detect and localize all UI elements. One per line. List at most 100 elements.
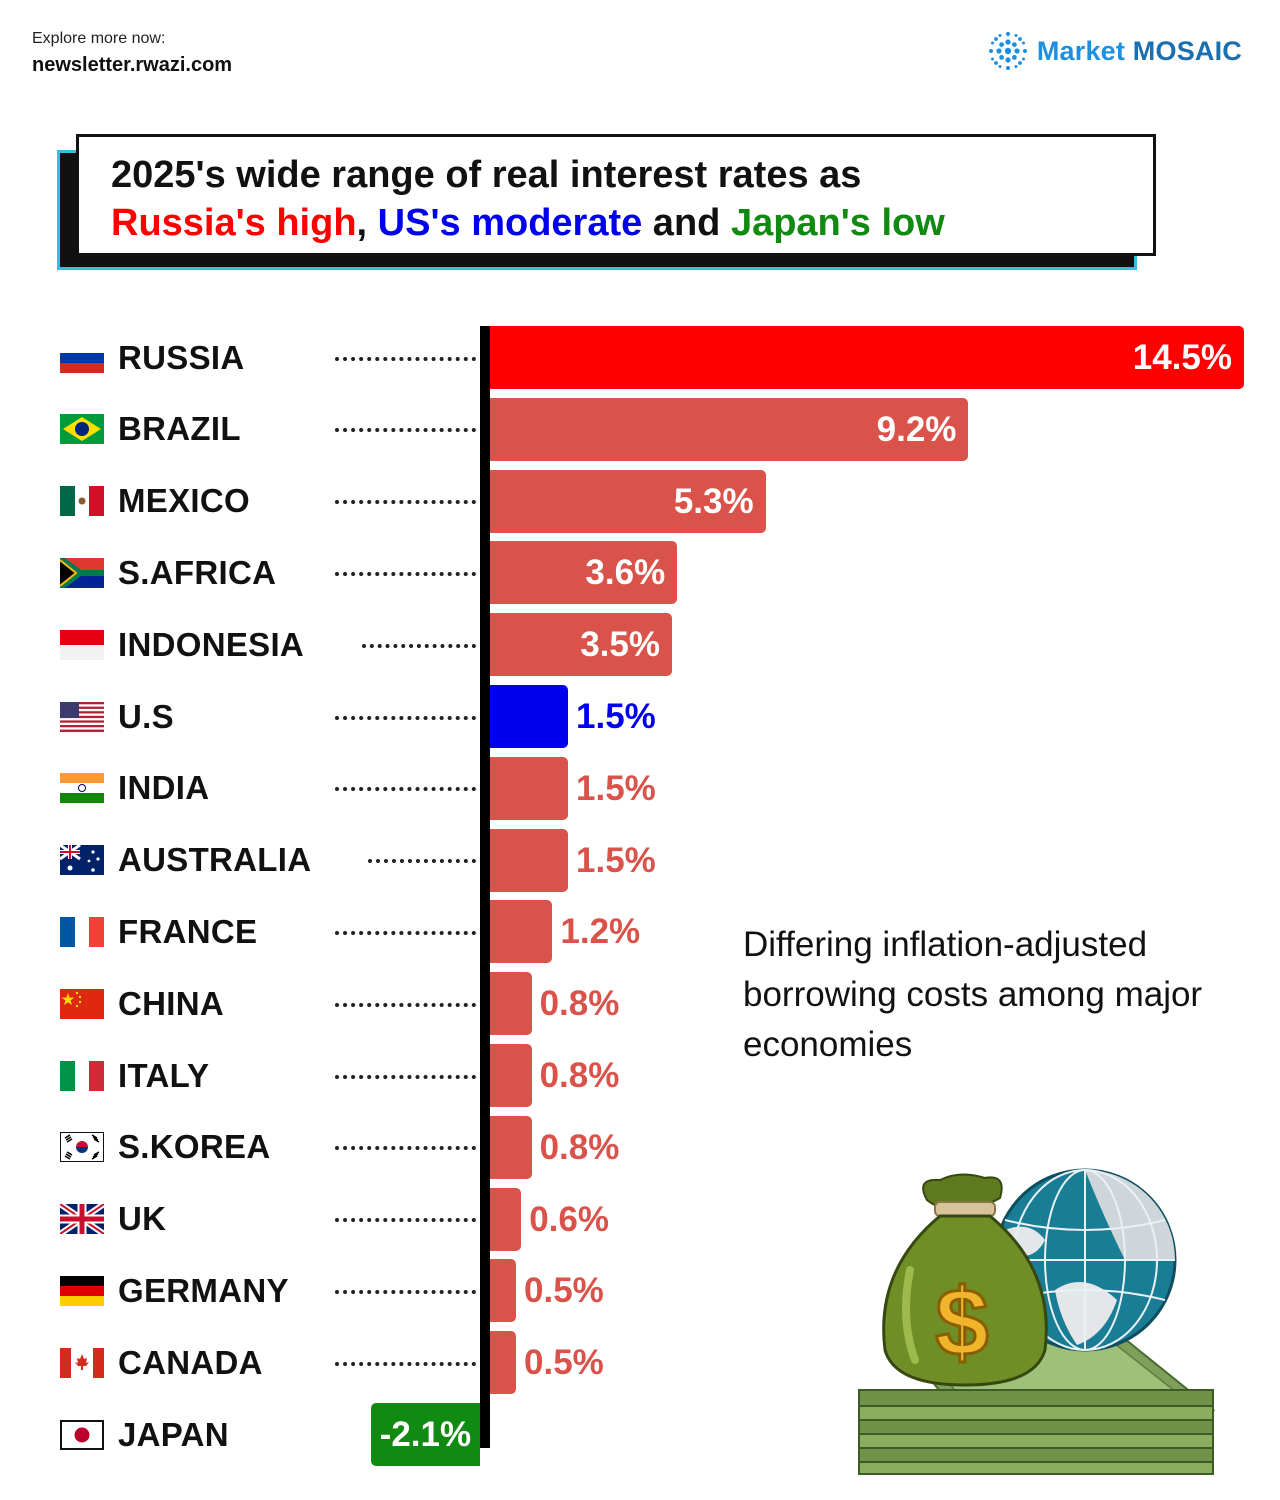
bar-safrica	[490, 541, 678, 605]
logo-text: Market MOSAIC	[1037, 36, 1242, 67]
value-label-mexico: 5.3%	[673, 481, 754, 521]
country-label-italy: ITALY	[118, 1056, 210, 1094]
logo-word-mosaic: MOSAIC	[1132, 35, 1242, 66]
us-flag-icon	[60, 701, 104, 732]
money-bag-icon: $	[882, 1173, 1048, 1387]
dotted-leader-china	[335, 1002, 476, 1007]
dotted-leader-uk	[335, 1218, 476, 1223]
market-mosaic-logo: Market MOSAIC	[987, 30, 1242, 72]
newsletter-link[interactable]: newsletter.rwazi.com	[32, 54, 233, 76]
country-label-uk: UK	[118, 1200, 167, 1238]
dotted-leader-us	[335, 715, 476, 720]
title-and: and	[642, 202, 731, 244]
value-label-china: 0.8%	[539, 984, 620, 1024]
side-note: Differing inflation-adjusted borrowing c…	[743, 925, 1203, 1064]
country-label-china: CHINA	[118, 984, 224, 1022]
dotted-leader-germany	[335, 1289, 476, 1294]
mexico-flag-icon	[60, 486, 104, 517]
bar-france	[490, 900, 553, 964]
bar-brazil	[490, 397, 969, 461]
value-label-us: 1.5%	[576, 697, 656, 736]
country-label-mexico: MEXICO	[118, 482, 250, 520]
zero-axis-line	[480, 326, 490, 1448]
bar-japan	[370, 1403, 480, 1466]
country-label-australia: AUSTRALIA	[118, 841, 312, 879]
dotted-leader-india	[335, 787, 476, 792]
country-label-safrica: S.AFRICA	[118, 553, 277, 591]
bar-uk	[490, 1187, 522, 1251]
value-label-uk: 0.6%	[529, 1199, 609, 1239]
dotted-leader-brazil	[335, 428, 476, 433]
country-label-france: FRANCE	[118, 912, 258, 950]
value-label-canada: 0.5%	[524, 1343, 604, 1383]
italy-flag-icon	[60, 1060, 104, 1091]
mosaic-dots-icon	[988, 32, 1027, 70]
bar-mexico	[490, 469, 766, 533]
svg-text:$: $	[935, 1269, 988, 1376]
newsletter-promo: Explore more now: newsletter.rwazi.com	[32, 30, 232, 77]
australia-flag-icon	[60, 845, 104, 876]
dotted-leader-australia	[368, 859, 476, 864]
value-label-brazil: 9.2%	[876, 409, 957, 449]
india-flag-icon	[60, 773, 104, 804]
country-label-skorea: S.KOREA	[118, 1128, 271, 1166]
bar-italy	[490, 1044, 532, 1107]
russia-flag-icon	[60, 342, 104, 373]
bar-russia	[490, 326, 1244, 389]
country-label-russia: RUSSIA	[118, 338, 245, 376]
dotted-leader-indonesia	[362, 643, 476, 648]
canada-flag-icon	[60, 1347, 104, 1378]
indonesia-flag-icon	[60, 629, 104, 660]
chart-title: 2025's wide range of real interest rates…	[76, 134, 1156, 256]
money-bag-globe-illustration: $	[858, 1168, 1215, 1475]
south-korea-flag-icon	[60, 1132, 104, 1163]
bar-australia	[490, 828, 568, 892]
dotted-leader-canada	[335, 1361, 476, 1366]
dotted-leader-skorea	[335, 1146, 476, 1151]
japan-flag-icon	[60, 1419, 104, 1450]
bar-indonesia	[490, 613, 672, 677]
country-label-indonesia: INDONESIA	[118, 625, 305, 663]
logo-word-market: Market	[1036, 35, 1126, 66]
title-line-1: 2025's wide range of real interest rates…	[111, 154, 862, 196]
value-label-india: 1.5%	[576, 768, 656, 808]
explore-text: Explore more now:	[32, 30, 166, 47]
value-label-indonesia: 3.5%	[580, 625, 660, 665]
france-flag-icon	[60, 916, 104, 947]
dotted-leader-france	[335, 930, 476, 935]
title-line-2: Russia's high, US's moderate and Japan's…	[111, 199, 1153, 247]
country-label-germany: GERMANY	[118, 1271, 289, 1309]
dotted-leader-italy	[335, 1074, 476, 1079]
china-flag-icon	[60, 988, 104, 1019]
value-label-germany: 0.5%	[524, 1271, 604, 1311]
country-label-india: INDIA	[118, 769, 210, 807]
country-label-brazil: BRAZIL	[118, 410, 241, 448]
bar-germany	[490, 1259, 516, 1323]
value-label-russia: 14.5%	[1132, 338, 1232, 377]
value-label-safrica: 3.6%	[585, 553, 666, 593]
value-label-japan: -2.1%	[379, 1415, 472, 1454]
dotted-leader-mexico	[335, 500, 476, 505]
bar-india	[490, 756, 568, 820]
dotted-leader-safrica	[335, 571, 476, 576]
brazil-flag-icon	[60, 414, 104, 445]
germany-flag-icon	[60, 1275, 104, 1306]
dotted-leader-russia	[335, 356, 476, 361]
uk-flag-icon	[60, 1204, 104, 1235]
country-label-us: U.S	[118, 697, 174, 735]
bar-canada	[490, 1331, 516, 1395]
title-us-part: US's moderate	[377, 202, 643, 244]
value-label-france: 1.2%	[560, 912, 641, 952]
value-label-italy: 0.8%	[539, 1056, 620, 1095]
title-japan-part: Japan's low	[730, 202, 945, 244]
bar-us	[490, 685, 568, 748]
title-separator: ,	[356, 202, 378, 244]
value-label-skorea: 0.8%	[539, 1127, 620, 1167]
country-label-japan: JAPAN	[118, 1415, 229, 1453]
country-label-canada: CANADA	[118, 1343, 263, 1381]
bar-china	[490, 972, 532, 1036]
title-russia-part: Russia's high	[111, 202, 357, 244]
value-label-australia: 1.5%	[576, 840, 656, 880]
south-africa-flag-icon	[60, 557, 104, 588]
bar-skorea	[490, 1115, 532, 1179]
